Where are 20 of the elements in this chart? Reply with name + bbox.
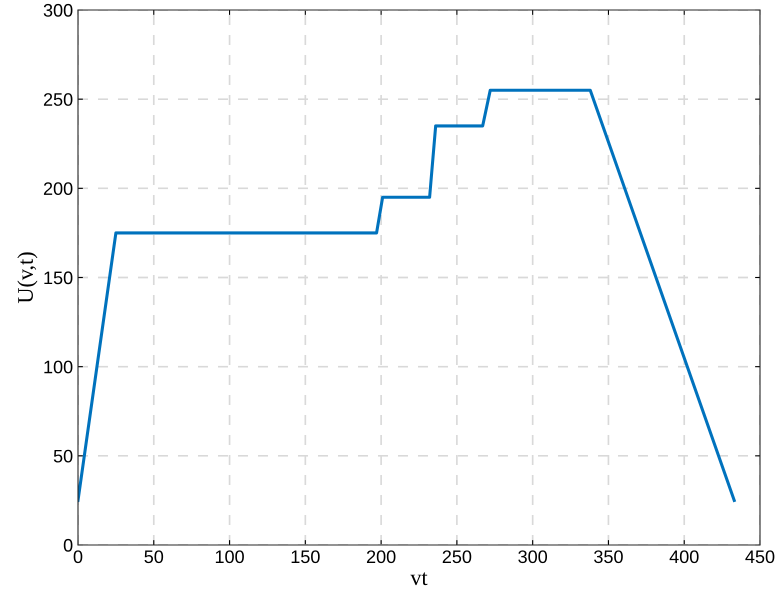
x-tick-label: 150 bbox=[292, 550, 320, 564]
x-tick-label: 0 bbox=[74, 550, 82, 564]
x-axis-title: vt bbox=[410, 572, 428, 586]
y-tick-label: 50 bbox=[54, 450, 72, 463]
y-tick-label: 300 bbox=[44, 4, 72, 17]
line-series bbox=[78, 88, 736, 502]
x-tick-label: 50 bbox=[144, 550, 164, 564]
y-tick-label: 250 bbox=[44, 93, 72, 106]
x-tick-label: 100 bbox=[216, 550, 244, 564]
y-tick-label: 100 bbox=[44, 360, 72, 374]
y-tick-label: 150 bbox=[44, 271, 72, 284]
y-tick-label: 0 bbox=[64, 538, 72, 552]
x-tick-label: 300 bbox=[518, 550, 548, 564]
x-tick-label: 250 bbox=[442, 550, 472, 564]
y-tick-label: 200 bbox=[44, 182, 72, 196]
x-tick-label: 450 bbox=[745, 550, 774, 564]
x-tick-label: 400 bbox=[670, 550, 699, 564]
y-axis-title: U(v,t) bbox=[17, 252, 38, 304]
x-tick-label: 350 bbox=[594, 550, 623, 564]
x-tick-label: 200 bbox=[366, 550, 396, 564]
